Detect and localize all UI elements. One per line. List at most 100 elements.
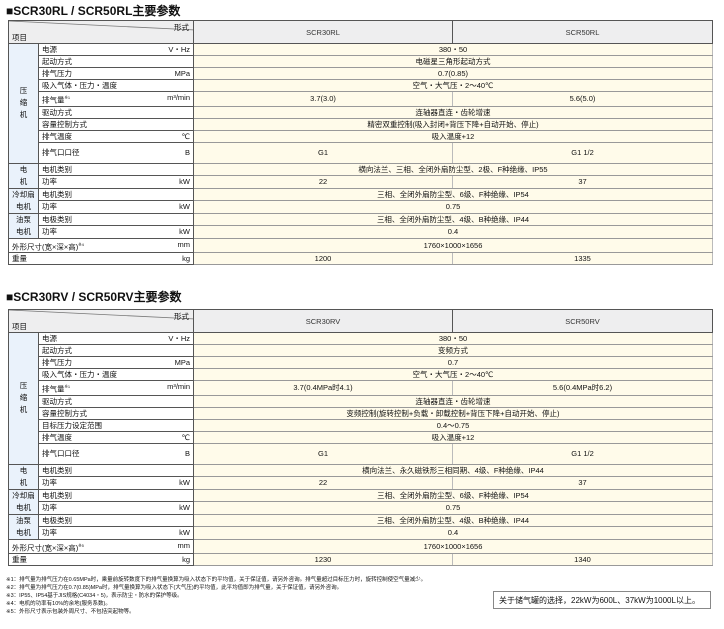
value-cell: 空气・大气压・2～40℃ <box>193 368 713 381</box>
row-label: 吸入气体・压力・温度 <box>38 79 194 92</box>
row-label: 排气温度 ℃ <box>38 129 194 143</box>
value-cell: 三相、全闭外扇防尘型、4级、B种绝缘、IP44 <box>193 513 713 527</box>
label-text: 吸入气体・压力・温度 <box>42 370 117 379</box>
value-cell: 37 <box>452 175 713 189</box>
row-label: 外形尺寸(宽×深×高)※4 mm <box>8 237 194 253</box>
unit: m³/min <box>167 93 190 102</box>
table-row: 起动方式 电磁星三角形起动方式 <box>9 55 713 68</box>
row-label: 功率 kW <box>38 225 194 239</box>
table-row: 排气压力 MPa 0.7(0.85) <box>9 67 713 80</box>
table-row: 排气压力 MPa 0.7 <box>9 356 713 369</box>
value-cell: 1340 <box>452 553 713 566</box>
group-label: 压 缩 机 <box>19 381 28 415</box>
label-text: 排气量 <box>42 95 65 105</box>
unit: kW <box>179 202 190 212</box>
label-text: 目标压力设定范围 <box>42 420 102 430</box>
value-cell: 37 <box>452 476 713 490</box>
table-row: 冷却扇 电机 电机类别 三相、全闭外扇防尘型、6级、F种绝缘、IP54 <box>8 488 713 515</box>
unit: V・Hz <box>168 45 190 54</box>
footnotes: ※1：排气量为排气压力在0.65MPa时，乘量前旋转数度下的排气量换算为吸入状态… <box>6 576 426 616</box>
row-label: 电源 V・Hz <box>38 43 194 56</box>
group-label: 冷却扇 电机 <box>12 189 35 211</box>
row-label: 排气压力 MPa <box>38 356 194 369</box>
table-1-title: ■SCR30RL / SCR50RL主要参数 <box>6 4 181 18</box>
value-cell: 0.4～0.75 <box>193 418 713 432</box>
unit: B <box>184 148 190 157</box>
spec-table-rl: 形式 项目 SCR30RL SCR50RL 压 缩 机电源 V・Hz 380・50 起动方式电… <box>8 20 713 265</box>
table-row: 吸入气体・压力・温度 空气・大气压・2～40℃ <box>9 368 713 381</box>
row-label: 功率 kW <box>38 526 194 540</box>
row-label: 功率 kW <box>38 200 194 214</box>
value-cell: 三相、全闭外扇防尘型、6级、F种绝缘、IP54 <box>193 488 713 502</box>
table-row: 排气温度 ℃ 吸入温度+12 <box>9 129 713 143</box>
label-text: 排气口口径 <box>42 148 80 157</box>
group-cell: 冷却扇 电机 <box>8 488 39 515</box>
label-text: 容量控制方式 <box>42 119 87 129</box>
table-row: 容量控制方式 精密双重控制(吸入封闭+背压下降+自动开始、停止) <box>9 117 713 131</box>
value-cell: 3.7(0.4MPa时4.1) <box>193 380 453 396</box>
table-row: 吸入气体・压力・温度 空气・大气压・2～40℃ <box>9 79 713 92</box>
row-label: 电极类别 <box>38 513 194 527</box>
label-text: 电极类别 <box>42 214 72 224</box>
label-text: 排气口口径 <box>42 449 80 458</box>
table-row: 外形尺寸(宽×深×高)※5 mm 1760×1000×1656 <box>8 538 713 554</box>
header-row: 形式 项目 SCR30RL SCR50RL <box>8 20 713 44</box>
label-text: 外形尺寸(宽×深×高) <box>12 242 79 251</box>
row-label: 吸入气体・压力・温度 <box>38 368 194 381</box>
table-row: 排气口口径 B G1 G1 1/2 <box>9 141 713 164</box>
unit: ℃ <box>181 131 190 141</box>
label-text: 电源 <box>42 45 57 54</box>
table-row: 起动方式 变频方式 <box>9 344 713 357</box>
group-label: 油泵 电机 <box>16 214 31 236</box>
row-label: 功率 kW <box>38 175 194 189</box>
row-label: 驱动方式 <box>38 394 194 408</box>
footnote: ※1：排气量为排气压力在0.65MPa时，乘量前旋转数度下的排气量换算为吸入状态… <box>6 577 427 583</box>
table-row: 排气量※1 m³/min 3.7(0.4MPa时4.1) 5.6(0.4MPa时6.2… <box>9 380 713 396</box>
label-text: 外形尺寸(宽×深×高) <box>12 543 79 552</box>
group-label: 冷却扇 电机 <box>12 490 35 512</box>
row-label: 电源 V・Hz <box>38 332 194 345</box>
footnote-ref: ※1 <box>64 384 71 389</box>
value-cell: 0.7 <box>193 356 713 369</box>
value-cell: 横向法兰、三相、全闭外扇防尘型、2极、F种绝缘、IP55 <box>193 162 713 176</box>
value-cell: G1 <box>193 141 453 164</box>
group-label: 压 缩 机 <box>19 86 28 120</box>
group-label: 油泵 电机 <box>16 515 31 537</box>
table-row: 排气量※1 m³/min 3.7(3.0) 5.6(5.0) <box>9 91 713 107</box>
table-row: 外形尺寸(宽×深×高)※4 mm 1760×1000×1656 <box>8 237 713 253</box>
table-row: 功率 kW 22 37 <box>9 476 713 490</box>
value-cell: 三相、全闭外扇防尘型、6级、F种绝缘、IP54 <box>193 187 713 201</box>
table-row: 功率 kW 0.75 <box>9 200 713 214</box>
label-text: 功率 <box>42 177 57 187</box>
value-cell: 0.4 <box>193 225 713 239</box>
row-label: 外形尺寸(宽×深×高)※5 mm <box>8 538 194 554</box>
unit: kg <box>182 254 190 263</box>
value-cell: 连轴器直连・齿轮增速 <box>193 105 713 119</box>
value-cell: 22 <box>193 476 453 490</box>
label-text: 功率 <box>42 503 57 513</box>
footnote: ※2：排气量为排气压力在0.7(0.85)MPa时，排气量换算为吸入状态下(大气… <box>6 585 343 591</box>
value-cell: 1230 <box>193 553 453 566</box>
label-text: 功率 <box>42 478 57 488</box>
row-label: 起动方式 <box>38 344 194 357</box>
value-cell: 吸入温度+12 <box>193 430 713 444</box>
table-row: 电 机 电机类别 横向法兰、永久磁铁形三相同期、4级、F种绝缘、IP44 <box>8 463 713 490</box>
row-label: 功率 kW <box>38 476 194 490</box>
table-row: 功率 kW 0.4 <box>9 526 713 540</box>
value-cell: 连轴器直连・齿轮增速 <box>193 394 713 408</box>
table-row: 功率 kW 22 37 <box>9 175 713 189</box>
unit: B <box>184 449 190 458</box>
value-cell: 精密双重控制(吸入封闭+背压下降+自动开始、停止) <box>193 117 713 131</box>
item-label: 项目 <box>12 33 27 42</box>
unit: mm <box>177 540 191 550</box>
value-cell: 22 <box>193 175 453 189</box>
footnote-ref: ※1 <box>64 95 71 100</box>
value-cell: 1335 <box>452 252 713 265</box>
label-text: 起动方式 <box>42 346 72 355</box>
label-text: 容量控制方式 <box>42 408 87 418</box>
row-label: 容量控制方式 <box>38 406 194 420</box>
row-label: 目标压力设定范围 <box>38 418 194 432</box>
label-text: 电极类别 <box>42 515 72 525</box>
value-cell: 0.75 <box>193 200 713 214</box>
unit: m³/min <box>167 382 190 391</box>
